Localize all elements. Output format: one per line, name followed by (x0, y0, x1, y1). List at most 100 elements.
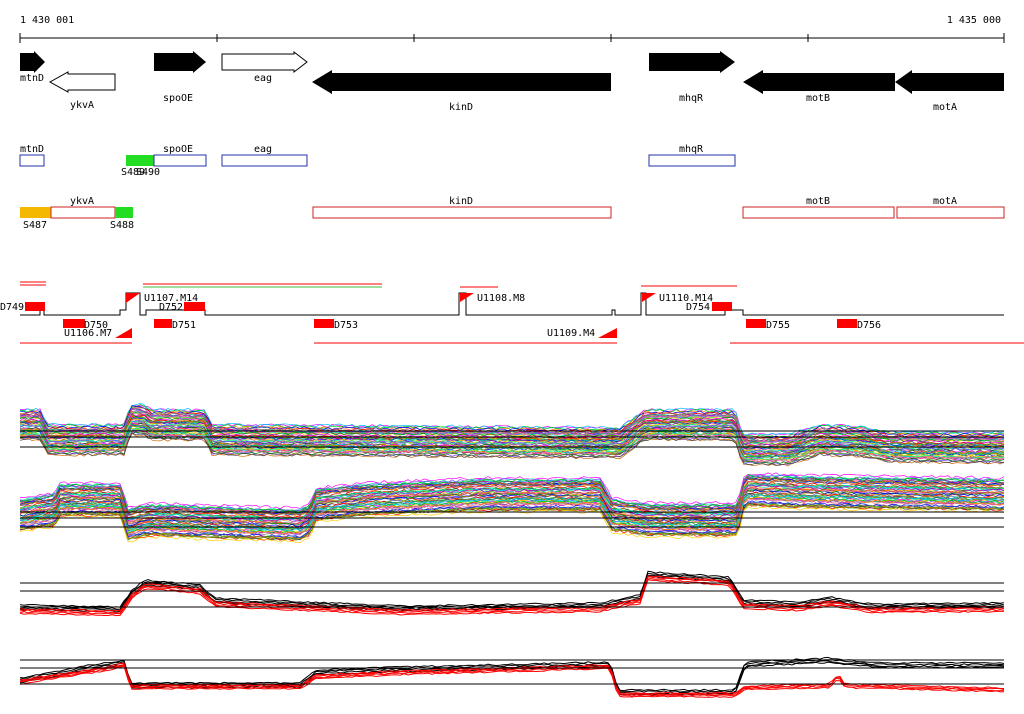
transcript-label-motA: motA (933, 196, 957, 207)
gene-arrow-spoOE[interactable] (154, 51, 206, 73)
transcript-label-kinD: kinD (449, 196, 473, 207)
expression-profile-line (19, 503, 1005, 541)
transcript-label-eag: eag (254, 144, 272, 155)
downshift-box-D753[interactable] (314, 319, 334, 328)
expression-profile-line (19, 579, 1005, 617)
upshift-label-U1106: U1106.M7 (64, 328, 112, 339)
gene-arrow-kinD[interactable] (312, 70, 611, 94)
reverse-transcript-track: ykvA S487 S488 kinD motB motA (20, 196, 1005, 231)
gene-label-eag: eag (254, 73, 272, 84)
transcript-box-spoOE[interactable] (153, 154, 207, 167)
gene-label-mtnD: mtnD (20, 73, 44, 84)
gene-label-motA: motA (933, 102, 957, 113)
ruler-start-label: 1 430 001 (20, 15, 74, 26)
expression-profile-line (20, 662, 1004, 695)
expression-profile-line (19, 572, 1005, 610)
expression-profile-line (19, 404, 1005, 438)
segment-label-S487: S487 (23, 220, 47, 231)
downshift-box-D754[interactable] (712, 302, 732, 311)
expression-profile-line (19, 432, 1005, 467)
expression-panel-forward-summary (19, 570, 1005, 617)
segment-S488[interactable] (115, 207, 133, 218)
expression-profile-line (19, 665, 1005, 698)
gene-track: mtnD ykvA spoOE eag kinD mhqR motB motA (20, 50, 1004, 113)
expression-profile-line (19, 575, 1005, 612)
upshift-flag-U1110[interactable] (642, 293, 656, 302)
coordinate-ruler: 1 430 001 1 435 000 (19, 15, 1005, 43)
upshift-flag-U1109[interactable] (598, 328, 617, 338)
gene-label-mhqR: mhqR (679, 93, 704, 104)
transcript-box-motB[interactable] (742, 206, 895, 219)
expression-profile-line (19, 490, 1005, 529)
downshift-box-D749[interactable] (25, 302, 45, 311)
downshift-box-D751[interactable] (154, 319, 172, 328)
expression-panel-reverse-summary (19, 656, 1005, 698)
gene-arrow-motB[interactable] (743, 70, 895, 94)
downshift-box-D755[interactable] (746, 319, 766, 328)
upshift-flag-U1106[interactable] (115, 328, 132, 338)
expression-profile-line (19, 476, 1005, 514)
expression-profile-line (19, 483, 1005, 522)
segment-label-S490: S490 (136, 167, 160, 178)
expression-profile-line (19, 492, 1005, 530)
upshift-label-U1107: U1107.M14 (144, 293, 198, 304)
segment-S487[interactable] (20, 207, 51, 218)
downshift-label-D755: D755 (766, 320, 790, 331)
segment-label-S488: S488 (110, 220, 134, 231)
expression-profile-line (19, 664, 1004, 697)
expression-profile-line (19, 474, 1005, 513)
transcript-box-mhqR[interactable] (648, 154, 736, 167)
expression-panel-forward-conditions (19, 402, 1005, 467)
downshift-label-D753: D753 (334, 320, 358, 331)
transcript-box-ykvA[interactable] (50, 206, 116, 219)
segment-label-S489: S489 (121, 167, 145, 178)
gene-arrow-mtnD[interactable] (20, 51, 45, 73)
expression-profile-line (19, 664, 1005, 696)
expression-profile-line (19, 416, 1005, 449)
transcript-box-kinD[interactable] (312, 206, 612, 219)
downshift-label-D756: D756 (857, 320, 881, 331)
expression-panel-reverse-conditions (19, 472, 1005, 543)
downshift-label-D750: D750 (84, 320, 108, 331)
gene-arrow-mhqR[interactable] (649, 51, 735, 73)
gene-arrow-eag[interactable] (221, 50, 308, 74)
gene-arrow-ykvA[interactable] (48, 71, 116, 93)
upshift-flag-U1108[interactable] (460, 293, 474, 302)
upshift-flag-U1107[interactable] (126, 293, 140, 303)
expression-profile-line (19, 432, 1005, 466)
ruler-end-label: 1 435 000 (947, 15, 1001, 26)
transcript-box-eag[interactable] (221, 154, 308, 167)
transcript-label-spoOE: spoOE (163, 144, 193, 155)
expression-profile-line (19, 410, 1005, 444)
expression-profile-line (19, 418, 1005, 452)
downshift-label-D751: D751 (172, 320, 196, 331)
gene-label-spoOE: spoOE (163, 93, 193, 104)
upshift-label-U1110: U1110.M14 (659, 293, 713, 304)
transcript-box-mtnD[interactable] (19, 154, 45, 167)
gene-arrow-motA[interactable] (895, 70, 1004, 94)
downshift-label-D754: D754 (686, 302, 710, 313)
expression-profile-line (19, 475, 1005, 514)
downshift-label-D752: D752 (159, 302, 183, 313)
segment-S489[interactable] (126, 155, 154, 166)
gene-label-ykvA: ykvA (70, 100, 94, 111)
transcript-box-motA[interactable] (896, 206, 1005, 219)
downshift-box-D750[interactable] (63, 319, 85, 328)
expression-profile-line (19, 418, 1005, 453)
expression-profile-line (19, 570, 1005, 608)
forward-transcript-track: mtnD spoOE S489 S490 eag mhqR (19, 144, 736, 178)
downshift-box-D752[interactable] (184, 302, 205, 311)
upshift-label-U1108: U1108.M8 (477, 293, 525, 304)
gene-label-kinD: kinD (449, 102, 473, 113)
gene-label-motB: motB (806, 93, 830, 104)
downshift-box-D756[interactable] (837, 319, 857, 328)
transcript-label-mhqR: mhqR (679, 144, 704, 155)
transcript-label-ykvA: ykvA (70, 196, 94, 207)
transcript-label-mtnD: mtnD (20, 144, 44, 155)
expression-profile-line (19, 478, 1005, 516)
expression-profile-line (19, 497, 1005, 534)
expression-profile-line (19, 412, 1005, 445)
expression-profile-line (19, 478, 1005, 517)
expression-profile-line (19, 497, 1005, 536)
